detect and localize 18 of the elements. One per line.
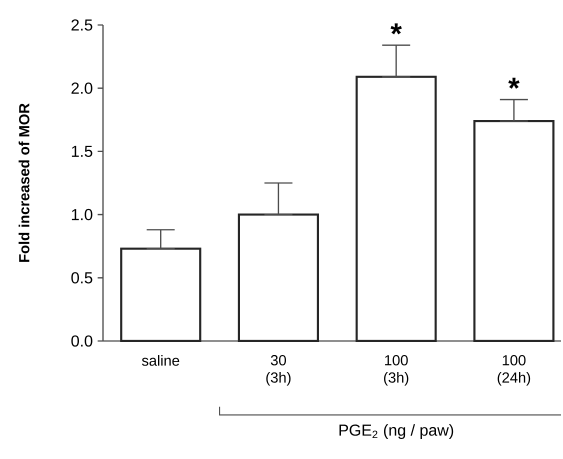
y-tick-label: 1.5 [72, 146, 92, 157]
bar [120, 248, 202, 342]
y-tick-label: 2.5 [72, 19, 92, 31]
x-tick-label: 100 (3h) [384, 355, 408, 386]
annotation: * [390, 23, 402, 34]
x-tick-label: 100 (24h) [498, 355, 530, 386]
bar [473, 120, 554, 342]
y-tick-label: 1.0 [72, 208, 92, 220]
y-tick-label: 2.0 [72, 82, 92, 94]
y-tick-label: 0.5 [71, 272, 92, 284]
x-tick-label: saline [142, 355, 180, 366]
y-tick-label: 0.0 [71, 335, 92, 347]
bar [356, 76, 437, 342]
y-axis-title: Fold increased of MOR [18, 103, 30, 262]
x-tick-label: 30 (3h) [266, 355, 291, 386]
annotation: * [508, 78, 520, 89]
x-axis-title: PGE$_{2}$ (ng / paw) [340, 424, 454, 439]
bar [238, 214, 320, 342]
